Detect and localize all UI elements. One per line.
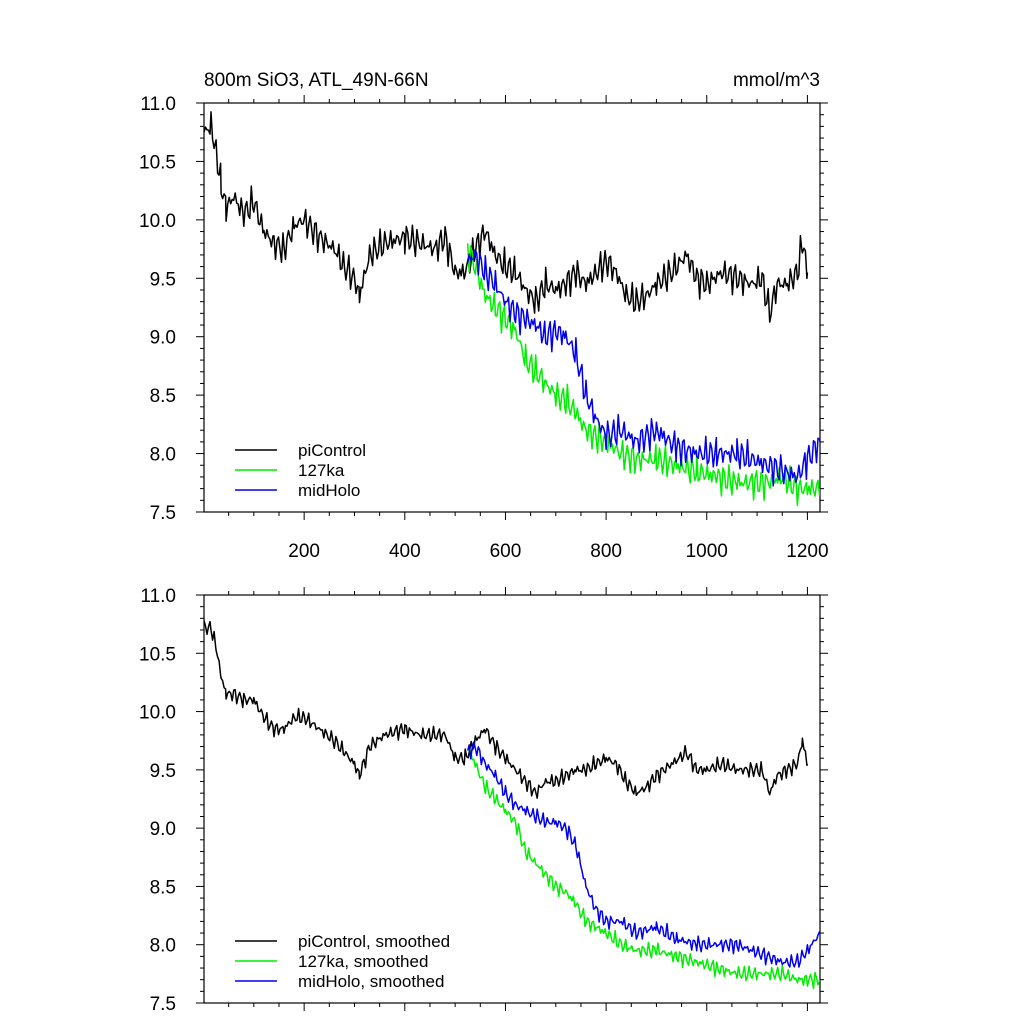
bottom-ytick-label: 9.5: [150, 761, 176, 782]
top-xtick-label: 200: [288, 541, 320, 562]
bottom-legend-label: 127ka, smoothed: [298, 952, 428, 971]
bottom-legend-label: piControl, smoothed: [298, 932, 450, 951]
plot-title: 800m SiO3, ATL_49N-66N: [204, 70, 429, 91]
bottom-ytick-label: 11.0: [140, 586, 176, 607]
top-ytick-label: 11.0: [140, 94, 176, 115]
bottom-ytick-label: 10.5: [139, 644, 176, 665]
bottom-ytick-label: 9.0: [150, 819, 176, 840]
top-xtick-label: 400: [389, 541, 421, 562]
bottom-plot-frame: [203, 594, 821, 1004]
top-xtick-label: 600: [490, 541, 522, 562]
top-ytick-label: 7.5: [150, 503, 176, 524]
top-panel: 7.5 8.0 8.5 9.0 9.5 10.0 10.5 11.0 200 400 600 800 1…: [139, 94, 829, 562]
bottom-ytick-label: 8.0: [150, 936, 176, 957]
top-ytick-label: 8.0: [150, 445, 176, 466]
top-series-midholo-line: [466, 248, 820, 487]
bottom-series-127ka-smoothed-line: [467, 748, 820, 990]
top-legend-label: midHolo: [298, 481, 360, 500]
top-ytick-label: 10.0: [139, 211, 176, 232]
top-legend-label: 127ka: [298, 461, 345, 480]
top-series-picontrol-line: [204, 111, 809, 323]
bottom-series-midholo-smoothed-line: [466, 741, 820, 968]
top-legend-label: piControl: [298, 441, 366, 460]
bottom-ytick-label: 10.0: [139, 703, 176, 724]
top-ytick-label: 8.5: [150, 386, 176, 407]
top-xtick-label: 1200: [786, 541, 828, 562]
bottom-legend-label: midHolo, smoothed: [298, 972, 444, 991]
top-ytick-label: 9.0: [150, 328, 176, 349]
top-ytick-label: 10.5: [139, 152, 176, 173]
top-xtick-label: 1000: [686, 541, 728, 562]
top-plot-frame: [203, 102, 821, 513]
bottom-panel: 7.5 8.0 8.5 9.0 9.5 10.0 10.5 11.0 piControl, sm…: [139, 586, 828, 1015]
bottom-series-picontrol-smoothed-line: [204, 620, 809, 799]
bottom-ytick-label: 7.5: [150, 994, 176, 1015]
top-series-127ka-line: [466, 243, 820, 507]
top-ytick-label: 9.5: [150, 269, 176, 290]
units-label: mmol/m^3: [733, 70, 820, 91]
top-xtick-label: 800: [590, 541, 622, 562]
bottom-ytick-label: 8.5: [150, 877, 176, 898]
